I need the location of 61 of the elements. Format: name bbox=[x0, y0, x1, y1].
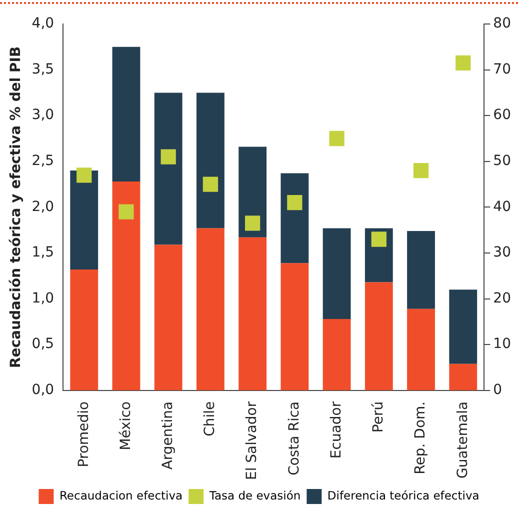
bar bbox=[322, 228, 351, 319]
y-tick-label: 1,0 bbox=[32, 290, 54, 306]
bar bbox=[238, 146, 267, 238]
point bbox=[287, 195, 302, 210]
y2-tick-label: 0 bbox=[493, 382, 502, 398]
y-tick-label: 2,5 bbox=[32, 153, 54, 170]
bar bbox=[112, 182, 140, 390]
legend-label: Recaudacion efectiva bbox=[59, 488, 183, 502]
bar bbox=[70, 170, 98, 270]
x-tick-label: México bbox=[118, 401, 134, 450]
bar bbox=[154, 92, 182, 245]
y2-tick-label: 70 bbox=[493, 61, 512, 78]
y2-tick-label: 30 bbox=[493, 244, 512, 261]
point bbox=[413, 162, 429, 178]
bar bbox=[449, 290, 478, 364]
y2-tick-label: 80 bbox=[493, 16, 512, 32]
legend-label: Tasa de evasión bbox=[208, 488, 301, 502]
x-tick-label: Guatemala bbox=[454, 401, 471, 478]
bar bbox=[280, 263, 309, 390]
bar bbox=[364, 282, 393, 390]
y-tick-label: 0,0 bbox=[32, 382, 54, 398]
y-tick-label: 1,5 bbox=[32, 244, 54, 261]
x-tick-label: Costa Rica bbox=[286, 401, 302, 476]
x-tick-label: Argentina bbox=[160, 401, 176, 470]
x-tick-label: Promedio bbox=[76, 401, 92, 468]
y-axis-title: Recaudación teórica y efectiva % del PIB bbox=[8, 46, 24, 368]
bar bbox=[70, 269, 98, 390]
x-tick-label: El Salvador bbox=[244, 401, 260, 480]
y-tick-label: 2,0 bbox=[32, 198, 54, 215]
y-tick-label: 3,0 bbox=[32, 107, 54, 124]
bar bbox=[449, 364, 478, 390]
point bbox=[329, 130, 344, 146]
bar bbox=[196, 228, 224, 390]
point bbox=[76, 168, 92, 183]
x-tick-label: Perú bbox=[370, 401, 387, 433]
y-tick-label: 3,5 bbox=[32, 61, 54, 78]
bar bbox=[196, 92, 224, 228]
point bbox=[160, 149, 176, 164]
bar bbox=[407, 231, 435, 309]
point bbox=[371, 232, 386, 247]
point bbox=[202, 176, 218, 192]
y-tick-label: 0,5 bbox=[32, 336, 54, 352]
y2-tick-label: 20 bbox=[493, 290, 512, 306]
y2-tick-label: 50 bbox=[493, 153, 512, 170]
bar bbox=[112, 46, 140, 182]
bar bbox=[407, 308, 435, 390]
bar bbox=[322, 318, 351, 390]
x-tick-label: Rep. Dom. bbox=[412, 401, 429, 474]
y-tick-label: 4,0 bbox=[32, 16, 54, 32]
bar bbox=[238, 237, 267, 390]
point bbox=[118, 204, 134, 220]
point bbox=[245, 216, 260, 231]
bar bbox=[154, 244, 182, 390]
y2-tick-label: 40 bbox=[493, 198, 512, 215]
point bbox=[456, 55, 471, 70]
bar bbox=[280, 173, 309, 264]
legend-label: Diferencia teórica efectiva bbox=[327, 488, 480, 502]
x-tick-label: Chile bbox=[202, 401, 218, 436]
y2-tick-label: 60 bbox=[493, 107, 512, 124]
y2-tick-label: 10 bbox=[493, 336, 512, 352]
x-tick-label: Ecuador bbox=[328, 401, 344, 459]
